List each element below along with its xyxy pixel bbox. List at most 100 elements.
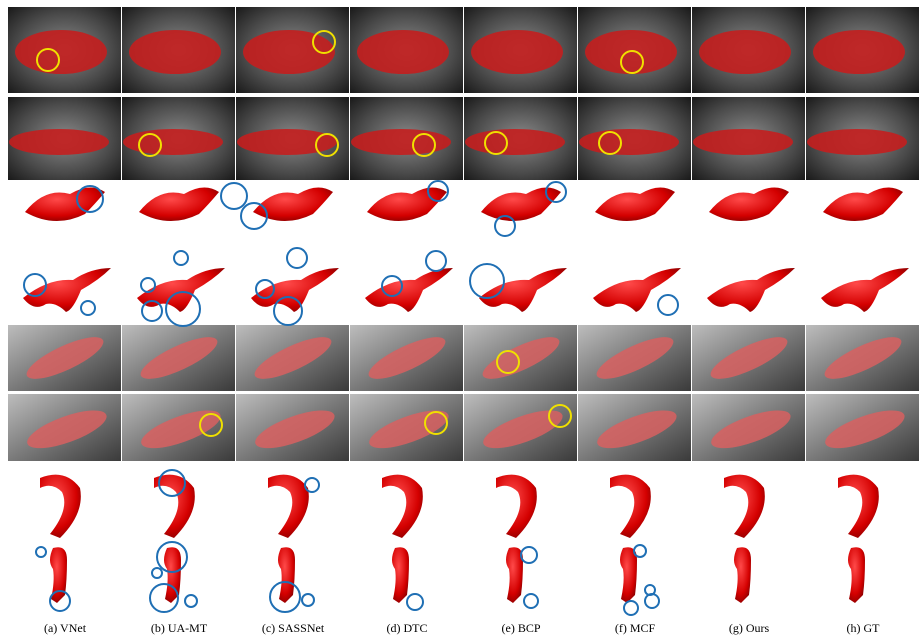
- highlight-circle: [644, 584, 656, 596]
- highlight-circle: [156, 541, 188, 573]
- render-3d: [479, 268, 567, 312]
- segmentation: [710, 337, 788, 379]
- highlight-circle: [173, 250, 189, 266]
- highlight-circle: [657, 294, 679, 316]
- render-3d: [610, 474, 651, 538]
- captions: (a) VNet (b) UA-MT (c) SASSNet (d) DTC (e) B…: [44, 621, 880, 635]
- segmentation: [579, 129, 679, 155]
- render-3d: [278, 547, 295, 603]
- highlight-circle: [35, 546, 47, 558]
- highlight-circle: [36, 48, 60, 72]
- highlight-circle: [427, 180, 449, 202]
- segmentation: [825, 410, 905, 449]
- segmentation: [699, 30, 791, 74]
- render-3d: [496, 474, 537, 538]
- caption: (g) Ours: [729, 621, 770, 635]
- segmentation: [254, 337, 332, 379]
- segmentation: [483, 410, 563, 449]
- render-3d: [823, 187, 903, 222]
- segmentation: [807, 129, 907, 155]
- highlight-circle: [523, 593, 539, 609]
- highlight-circle: [301, 593, 315, 607]
- caption: (e) BCP: [502, 621, 541, 635]
- render-3d: [253, 187, 333, 222]
- segmentation: [813, 30, 905, 74]
- highlight-circle: [151, 567, 163, 579]
- caption: (a) VNet: [44, 621, 87, 635]
- segmentation: [9, 129, 109, 155]
- render-3d: [251, 268, 339, 312]
- render-3d: [40, 474, 81, 538]
- segmentation: [693, 129, 793, 155]
- highlight-circle: [199, 413, 223, 437]
- highlight-circle: [644, 593, 660, 609]
- segmentation: [471, 30, 563, 74]
- render-3d: [734, 547, 751, 603]
- highlight-circle: [412, 133, 436, 157]
- render-3d: [268, 474, 309, 538]
- segmentation: [357, 30, 449, 74]
- render-3d: [382, 474, 423, 538]
- highlight-circle: [424, 411, 448, 435]
- segmentation: [368, 337, 446, 379]
- highlight-circle: [273, 296, 303, 326]
- segmentation: [26, 337, 104, 379]
- render-3d: [139, 187, 219, 222]
- render-3d: [821, 268, 909, 312]
- render-3d: [392, 547, 409, 603]
- caption: (c) SASSNet: [262, 621, 325, 635]
- highlight-circle: [184, 594, 198, 608]
- highlight-circle: [623, 600, 639, 616]
- render-3d: [709, 187, 789, 222]
- caption: (b) UA-MT: [151, 621, 208, 635]
- segmentation: [27, 410, 107, 449]
- highlight-circle: [315, 133, 339, 157]
- render-3d: [154, 474, 195, 538]
- segmentation: [15, 30, 107, 74]
- image-grid: [8, 7, 919, 616]
- segmentation: [482, 337, 560, 379]
- highlight-circle: [158, 469, 186, 497]
- highlight-circle: [304, 477, 320, 493]
- render-3d: [620, 547, 637, 603]
- render-3d: [25, 187, 105, 222]
- highlight-circle: [23, 273, 47, 297]
- highlight-circle: [220, 182, 248, 210]
- caption: (d) DTC: [387, 621, 428, 635]
- highlight-circle: [80, 300, 96, 316]
- render-3d: [365, 268, 453, 312]
- segmentation: [243, 30, 335, 74]
- segmentation: [369, 410, 449, 449]
- render-3d: [50, 547, 67, 603]
- segmentation: [123, 129, 223, 155]
- highlight-circle: [240, 202, 268, 230]
- highlight-circle: [286, 247, 308, 269]
- segmentation: [597, 410, 677, 449]
- render-3d: [724, 474, 765, 538]
- render-3d: [164, 547, 181, 603]
- segmentation: [129, 30, 221, 74]
- segmentation: [255, 410, 335, 449]
- caption: (f) MCF: [615, 621, 656, 635]
- highlight-circle: [255, 279, 275, 299]
- highlight-circle: [76, 185, 104, 213]
- segmentation: [140, 337, 218, 379]
- render-3d: [707, 268, 795, 312]
- highlight-circle: [484, 131, 508, 155]
- highlight-circle: [545, 181, 567, 203]
- highlight-circle: [620, 50, 644, 74]
- highlight-circle: [381, 275, 403, 297]
- render-3d: [481, 187, 561, 222]
- highlight-circle: [469, 263, 505, 299]
- render-3d: [23, 268, 111, 312]
- segmentation: [596, 337, 674, 379]
- render-3d: [506, 547, 523, 603]
- highlight-circle: [406, 593, 424, 611]
- highlight-circle: [269, 581, 301, 613]
- highlight-circle: [138, 133, 162, 157]
- highlight-circle: [425, 250, 447, 272]
- caption: (h) GT: [847, 621, 881, 635]
- highlight-circle: [49, 590, 71, 612]
- render-3d: [848, 547, 865, 603]
